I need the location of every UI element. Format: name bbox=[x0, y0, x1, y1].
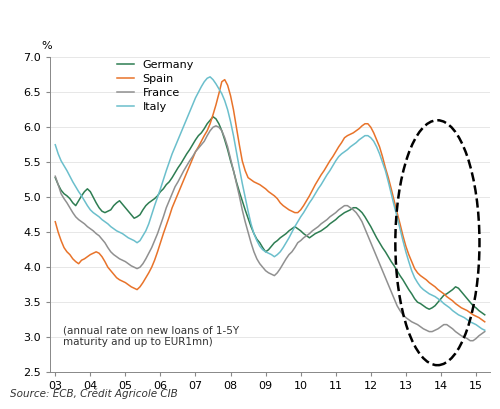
Text: Source: ECB, Crédit Agricole CIB: Source: ECB, Crédit Agricole CIB bbox=[10, 388, 178, 398]
Germany bbox=[359, 210, 365, 215]
Germany bbox=[82, 189, 87, 194]
Line: Italy: Italy bbox=[56, 77, 484, 330]
Italy bbox=[482, 328, 488, 333]
France bbox=[52, 174, 59, 179]
Spain bbox=[260, 184, 266, 189]
Spain bbox=[359, 124, 365, 128]
Italy bbox=[207, 74, 213, 79]
Spain bbox=[134, 287, 140, 292]
Germany bbox=[210, 114, 216, 119]
Text: %: % bbox=[41, 41, 52, 51]
Spain bbox=[482, 319, 488, 324]
Germany bbox=[52, 175, 59, 180]
Italy bbox=[318, 182, 324, 187]
Line: France: France bbox=[56, 126, 484, 341]
Germany bbox=[482, 312, 488, 317]
Germany bbox=[318, 228, 324, 233]
France bbox=[213, 124, 219, 128]
Germany bbox=[268, 244, 274, 249]
Italy bbox=[260, 247, 266, 252]
Spain bbox=[318, 172, 324, 177]
France bbox=[268, 272, 274, 276]
Italy bbox=[134, 240, 140, 245]
Germany bbox=[134, 214, 140, 219]
Italy bbox=[52, 142, 59, 147]
Line: Germany: Germany bbox=[56, 117, 484, 315]
Legend: Germany, Spain, France, Italy: Germany, Spain, France, Italy bbox=[117, 60, 194, 112]
Germany bbox=[260, 245, 266, 250]
Spain bbox=[82, 256, 87, 261]
France bbox=[359, 219, 365, 224]
France bbox=[82, 221, 87, 226]
France bbox=[134, 266, 140, 271]
France bbox=[260, 265, 266, 270]
France bbox=[467, 338, 473, 343]
Italy bbox=[268, 252, 274, 257]
Italy bbox=[359, 135, 365, 140]
Spain bbox=[52, 219, 59, 224]
Italy bbox=[82, 198, 87, 203]
Spain bbox=[268, 191, 274, 196]
France bbox=[318, 221, 324, 226]
Text: Interest rates on a typical ‘SME loan’ have collapsed: Interest rates on a typical ‘SME loan’ h… bbox=[8, 16, 444, 31]
Line: Spain: Spain bbox=[56, 80, 484, 322]
France bbox=[482, 329, 488, 334]
Spain bbox=[222, 77, 228, 82]
Text: (annual rate on new loans of 1-5Y
maturity and up to EUR1mn): (annual rate on new loans of 1-5Y maturi… bbox=[63, 326, 240, 347]
